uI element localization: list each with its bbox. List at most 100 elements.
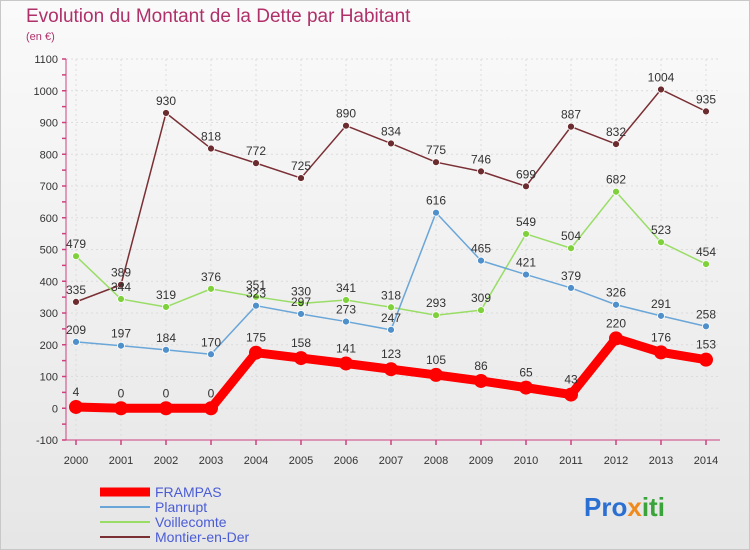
point-montier-en-der: [657, 85, 665, 94]
x-tick-label: 2011: [559, 455, 583, 467]
data-label-planrupt: 258: [696, 307, 716, 321]
point-montier-en-der: [567, 122, 575, 131]
data-label-voillecomte: 504: [561, 229, 581, 243]
point-frampas: [429, 367, 443, 382]
point-voillecomte: [72, 252, 80, 261]
data-label-planrupt: 323: [246, 287, 266, 301]
chart-title: Evolution du Montant de la Dette par Hab…: [26, 6, 411, 27]
point-planrupt: [657, 311, 665, 320]
x-tick-label: 2010: [514, 455, 538, 467]
point-frampas: [699, 352, 713, 367]
data-label-voillecomte: 479: [66, 237, 86, 251]
y-tick-label: 300: [40, 308, 58, 320]
data-label-montier-en-der: 389: [111, 266, 131, 280]
data-label-montier-en-der: 832: [606, 125, 626, 139]
point-frampas: [339, 356, 353, 371]
data-label-planrupt: 421: [516, 256, 536, 270]
point-montier-en-der: [477, 167, 485, 176]
point-montier-en-der: [252, 159, 260, 168]
y-tick-label: 600: [40, 213, 58, 225]
point-voillecomte: [432, 311, 440, 320]
point-voillecomte: [207, 284, 215, 293]
point-planrupt: [297, 310, 305, 318]
data-label-planrupt: 247: [381, 311, 401, 325]
data-label-voillecomte: 549: [516, 215, 536, 229]
point-planrupt: [207, 350, 215, 359]
data-label-voillecomte: 523: [651, 223, 671, 237]
point-planrupt: [117, 341, 125, 350]
x-tick-label: 2008: [424, 455, 448, 467]
point-montier-en-der: [117, 280, 125, 289]
point-planrupt: [342, 317, 350, 326]
point-frampas: [204, 401, 218, 416]
y-tick-label: 900: [40, 118, 58, 130]
proxiti-logo: Proxiti: [584, 492, 665, 522]
x-tick-label: 2002: [154, 455, 178, 467]
data-labels: 335 389 930 818 772 725 890 834 775 746 699 887 832 1…: [66, 70, 716, 400]
data-label-montier-en-der: 725: [291, 159, 311, 173]
data-label-montier-en-der: 834: [381, 124, 401, 138]
data-label-frampas: 220: [606, 316, 626, 330]
data-label-frampas: 141: [336, 341, 356, 355]
data-label-voillecomte: 309: [471, 291, 491, 305]
point-frampas: [519, 380, 533, 395]
data-label-frampas: 86: [474, 359, 488, 373]
y-tick-label: 1100: [34, 54, 58, 66]
x-tick-label: 2012: [604, 455, 628, 467]
x-tick-label: 2003: [199, 455, 223, 467]
data-label-frampas: 123: [381, 347, 401, 361]
data-label-voillecomte: 330: [291, 284, 311, 298]
data-label-planrupt: 465: [471, 242, 491, 256]
legend-label-montier-en-der: Montier-en-Der: [155, 529, 249, 545]
point-montier-en-der: [702, 107, 710, 116]
data-label-montier-en-der: 935: [696, 92, 716, 106]
data-label-frampas: 0: [118, 386, 125, 400]
data-label-planrupt: 616: [426, 194, 446, 208]
point-montier-en-der: [342, 121, 350, 130]
data-label-montier-en-der: 699: [516, 167, 536, 181]
point-montier-en-der: [72, 297, 80, 306]
y-tick-label: 0: [52, 403, 58, 415]
y-tick-label: -100: [36, 435, 58, 447]
axes: -100010020030040050060070080090010001100…: [34, 54, 720, 467]
point-frampas: [654, 345, 668, 360]
data-label-frampas: 43: [564, 373, 578, 387]
x-tick-label: 2001: [109, 455, 133, 467]
legend-label-voillecomte: Voillecomte: [155, 514, 227, 530]
data-label-frampas: 4: [73, 385, 80, 399]
point-planrupt: [522, 270, 530, 279]
y-tick-label: 700: [40, 181, 58, 193]
point-frampas: [159, 401, 173, 416]
point-planrupt: [162, 345, 170, 354]
point-voillecomte: [297, 299, 305, 308]
data-label-voillecomte: 682: [606, 173, 626, 187]
point-planrupt: [702, 322, 710, 331]
point-montier-en-der: [612, 140, 620, 148]
point-voillecomte: [387, 303, 395, 312]
data-label-montier-en-der: 818: [201, 130, 221, 144]
data-label-planrupt: 273: [336, 303, 356, 317]
x-tick-label: 2009: [469, 455, 493, 467]
point-voillecomte: [477, 306, 485, 315]
point-planrupt: [477, 256, 485, 265]
data-label-planrupt: 184: [156, 331, 176, 345]
data-label-montier-en-der: 746: [471, 152, 491, 166]
point-voillecomte: [657, 238, 665, 247]
point-planrupt: [432, 208, 440, 217]
data-label-frampas: 176: [651, 330, 671, 344]
point-frampas: [384, 362, 398, 377]
data-label-voillecomte: 351: [246, 278, 266, 292]
point-planrupt: [387, 325, 395, 334]
y-tick-label: 400: [40, 276, 58, 288]
data-label-voillecomte: 318: [381, 288, 401, 302]
y-tick-label: 100: [40, 372, 58, 384]
x-tick-label: 2000: [64, 455, 88, 467]
point-montier-en-der: [387, 139, 395, 148]
point-frampas: [69, 399, 83, 414]
data-label-planrupt: 170: [201, 335, 221, 349]
point-frampas: [609, 331, 623, 346]
point-frampas: [249, 345, 263, 360]
y-tick-label: 200: [40, 340, 58, 352]
data-label-planrupt: 209: [66, 323, 86, 337]
